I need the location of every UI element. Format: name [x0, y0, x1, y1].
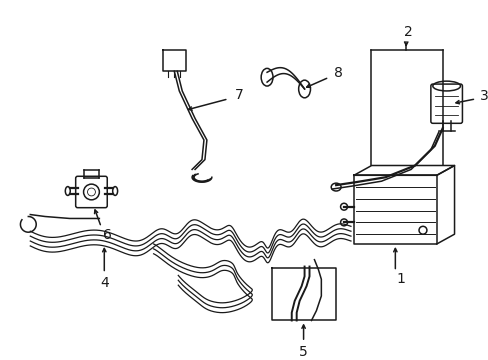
Text: 5: 5 — [299, 345, 307, 359]
Text: 7: 7 — [235, 88, 244, 102]
Text: 6: 6 — [102, 228, 111, 242]
Text: 4: 4 — [100, 276, 108, 290]
Text: 3: 3 — [479, 89, 488, 103]
Text: 2: 2 — [403, 25, 412, 39]
Text: 8: 8 — [333, 66, 342, 80]
Text: 1: 1 — [396, 272, 405, 286]
